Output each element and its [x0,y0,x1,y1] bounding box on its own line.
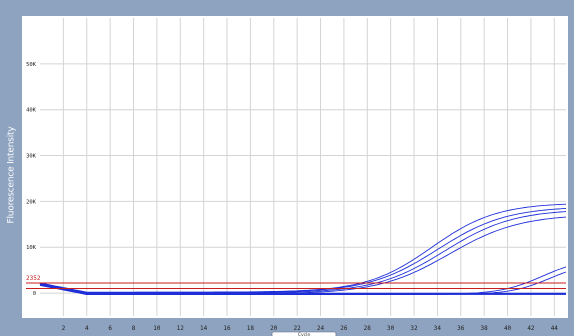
x-tick-label: 24 [317,325,325,332]
y-tick-label: 20K [26,199,37,205]
y-tick-label: 0 [33,291,36,297]
plot-area [22,16,568,318]
x-tick-label: 10 [153,325,161,332]
scrollbar-label: Cycle [298,332,311,336]
frame-top-bar [0,0,574,16]
x-tick-label: 4 [85,325,89,332]
x-tick-label: 30 [387,325,395,332]
x-tick-label: 32 [410,325,418,332]
amplification-curve [39,207,567,294]
x-tick-label: 14 [200,325,208,332]
x-tick-label: 12 [177,325,185,332]
x-tick-label: 34 [434,325,442,332]
y-axis-label: Fluorescence Intensity [6,126,16,224]
frame-right-bar [568,16,574,336]
tick-labels: 2 4 6 8 10 12 14 16 18 20 22 24 26 28 30 32 34 36 38 40 42 44… [26,62,558,332]
threshold-lines [26,282,566,290]
threshold-labels: 2352 [26,275,41,282]
x-tick-label: 44 [551,325,559,332]
y-tick-label: 10K [26,245,37,251]
x-tick-label: 8 [132,325,136,332]
y-tick-label: 30K [26,154,37,160]
x-tick-label: 2 [62,325,66,332]
x-tick-label: 26 [340,325,348,332]
x-tick-label: 40 [504,325,512,332]
x-tick-label: 38 [481,325,489,332]
x-tick-label: 36 [457,325,465,332]
x-tick-label: 42 [527,325,535,332]
y-tick-label: 50K [26,62,37,68]
frame-bottom-bar [22,318,574,336]
x-tick-label: 6 [108,325,112,332]
x-scrollbar[interactable]: Cycle [271,331,337,336]
x-tick-label: 28 [364,325,372,332]
x-tick-label: 20 [270,325,278,332]
y-tick-label: 40K [26,108,37,114]
y-axis-label-container: Fluorescence Intensity [0,127,22,224]
flat-curve [39,282,566,295]
x-tick-label: 16 [223,325,231,332]
scrollbar-thumb[interactable] [271,331,337,336]
amplification-curves [39,203,567,295]
x-tick-label: 18 [247,325,255,332]
x-tick-label: 22 [294,325,302,332]
threshold-value-label: 2352 [26,275,41,282]
grid-lines [40,18,566,316]
frame-left-bar [0,16,22,336]
